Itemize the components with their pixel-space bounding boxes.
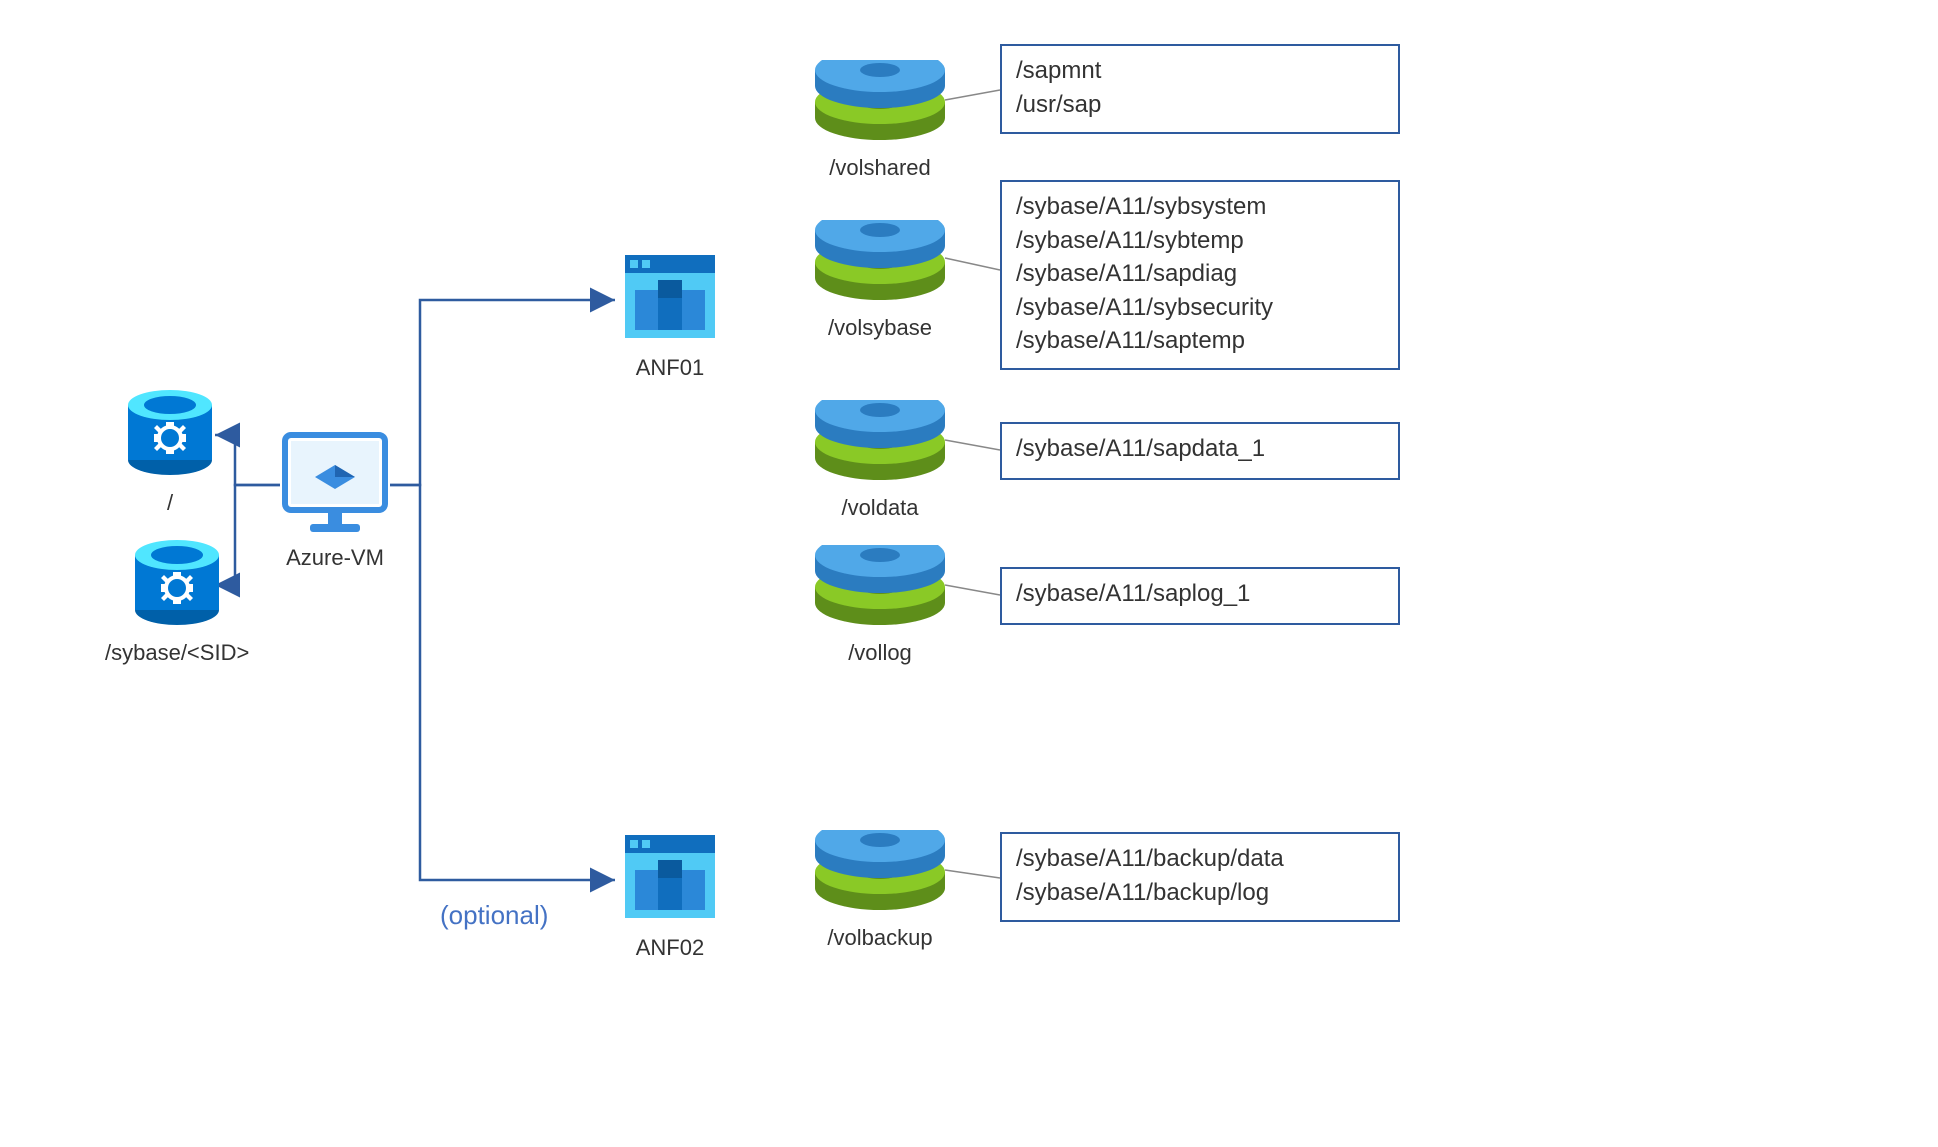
path-box-2-line-0: /sybase/A11/sapdata_1 — [1016, 432, 1384, 466]
azure-vm: Azure-VM — [280, 430, 390, 571]
db-root: / — [125, 390, 215, 516]
path-box-0-line-0: /sapmnt — [1016, 54, 1384, 88]
path-box-0-line-1: /usr/sap — [1016, 88, 1384, 122]
azure-vm-label: Azure-VM — [280, 545, 390, 571]
volume-disk-3: /vollog — [805, 545, 955, 666]
path-box-3: /sybase/A11/saplog_1 — [1000, 567, 1400, 625]
path-box-1-line-1: /sybase/A11/sybtemp — [1016, 224, 1384, 258]
path-box-0: /sapmnt/usr/sap — [1000, 44, 1400, 134]
db-sybase-sid-label: /sybase/<SID> — [105, 640, 249, 666]
anf02: ANF02 — [620, 830, 720, 961]
optional-label: (optional) — [440, 900, 548, 931]
path-box-4-line-0: /sybase/A11/backup/data — [1016, 842, 1384, 876]
volume-label-0: /volshared — [805, 155, 955, 181]
volume-disk-0: /volshared — [805, 60, 955, 181]
path-box-4: /sybase/A11/backup/data/sybase/A11/backu… — [1000, 832, 1400, 922]
volume-disk-4: /volbackup — [805, 830, 955, 951]
anf02-label: ANF02 — [620, 935, 720, 961]
volume-disk-1: /volsybase — [805, 220, 955, 341]
volume-label-3: /vollog — [805, 640, 955, 666]
path-box-1-line-0: /sybase/A11/sybsystem — [1016, 190, 1384, 224]
volume-disk-2: /voldata — [805, 400, 955, 521]
db-sybase-sid: /sybase/<SID> — [105, 540, 249, 666]
db-root-label: / — [125, 490, 215, 516]
path-box-1: /sybase/A11/sybsystem/sybase/A11/sybtemp… — [1000, 180, 1400, 370]
volume-label-1: /volsybase — [805, 315, 955, 341]
connectors-svg — [0, 0, 1938, 1147]
anf01: ANF01 — [620, 250, 720, 381]
path-box-1-line-3: /sybase/A11/sybsecurity — [1016, 291, 1384, 325]
path-box-1-line-4: /sybase/A11/saptemp — [1016, 324, 1384, 358]
path-box-1-line-2: /sybase/A11/sapdiag — [1016, 257, 1384, 291]
path-box-2: /sybase/A11/sapdata_1 — [1000, 422, 1400, 480]
path-box-4-line-1: /sybase/A11/backup/log — [1016, 876, 1384, 910]
path-box-3-line-0: /sybase/A11/saplog_1 — [1016, 577, 1384, 611]
anf01-label: ANF01 — [620, 355, 720, 381]
volume-label-4: /volbackup — [805, 925, 955, 951]
volume-label-2: /voldata — [805, 495, 955, 521]
